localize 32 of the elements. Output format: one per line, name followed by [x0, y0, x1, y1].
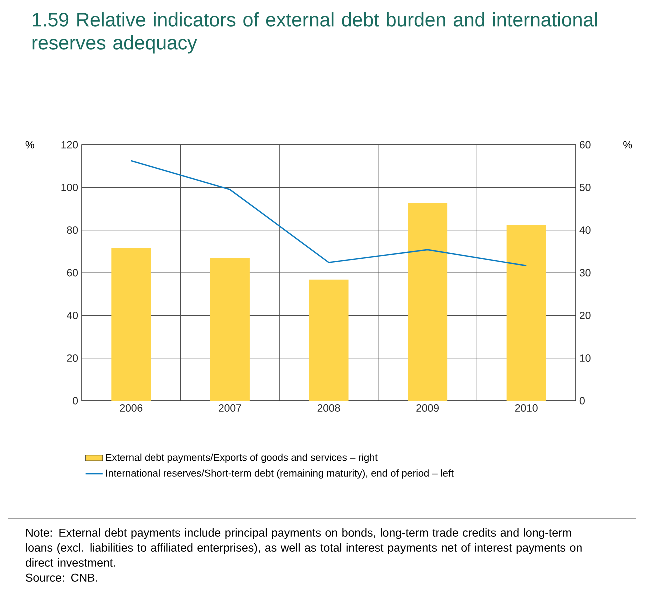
y-tick-label: 40	[67, 312, 78, 320]
y2-tick-label: 50	[580, 184, 591, 192]
legend-label: International reserves/Short-term debt (remaining maturity), end of period – left	[106, 470, 454, 479]
y2-tick-label: 20	[580, 312, 591, 320]
bar	[210, 258, 250, 401]
x-tick-label: 2007	[219, 404, 242, 412]
y2-tick-label: 30	[580, 269, 591, 277]
y2-tick-label: 40	[580, 226, 591, 234]
y-tick-label: 60	[67, 269, 78, 277]
y-tick-label: 20	[67, 354, 78, 362]
legend-label: External debt payments/Exports of goods and services – right	[106, 454, 378, 464]
line-series	[130, 160, 528, 267]
x-tick-label: 2009	[416, 404, 439, 412]
text: Note: External debt payments include principal payments on bonds, long-term trade credits and long-term loans (excl. liabilities to affiliated enterprises), as well as total interest payments net of interest payments on direct investment.	[26, 528, 582, 567]
x-tick-label: 2006	[120, 404, 143, 412]
source-note: Source: CNB.	[26, 574, 98, 582]
y-tick-label: 120	[62, 141, 78, 149]
y-tick-label: 100	[62, 184, 78, 192]
bar	[112, 248, 152, 401]
y-axis-title: %	[26, 141, 34, 149]
bar	[408, 203, 448, 401]
chart-title: 1.59 Relative indicators of external debt burden and international reserves adequacy	[32, 12, 598, 54]
y2-tick-label: 10	[580, 354, 591, 362]
bar	[309, 280, 349, 401]
bar	[506, 225, 546, 401]
y-tick-label: 0	[73, 397, 78, 405]
y-tick-label: 80	[67, 226, 78, 234]
y2-tick-label: 60	[580, 141, 591, 149]
x-tick-label: 2010	[515, 404, 538, 412]
x-tick-label: 2008	[318, 404, 340, 412]
y2-axis-title: %	[624, 141, 632, 149]
y2-tick-label: 0	[580, 397, 585, 405]
